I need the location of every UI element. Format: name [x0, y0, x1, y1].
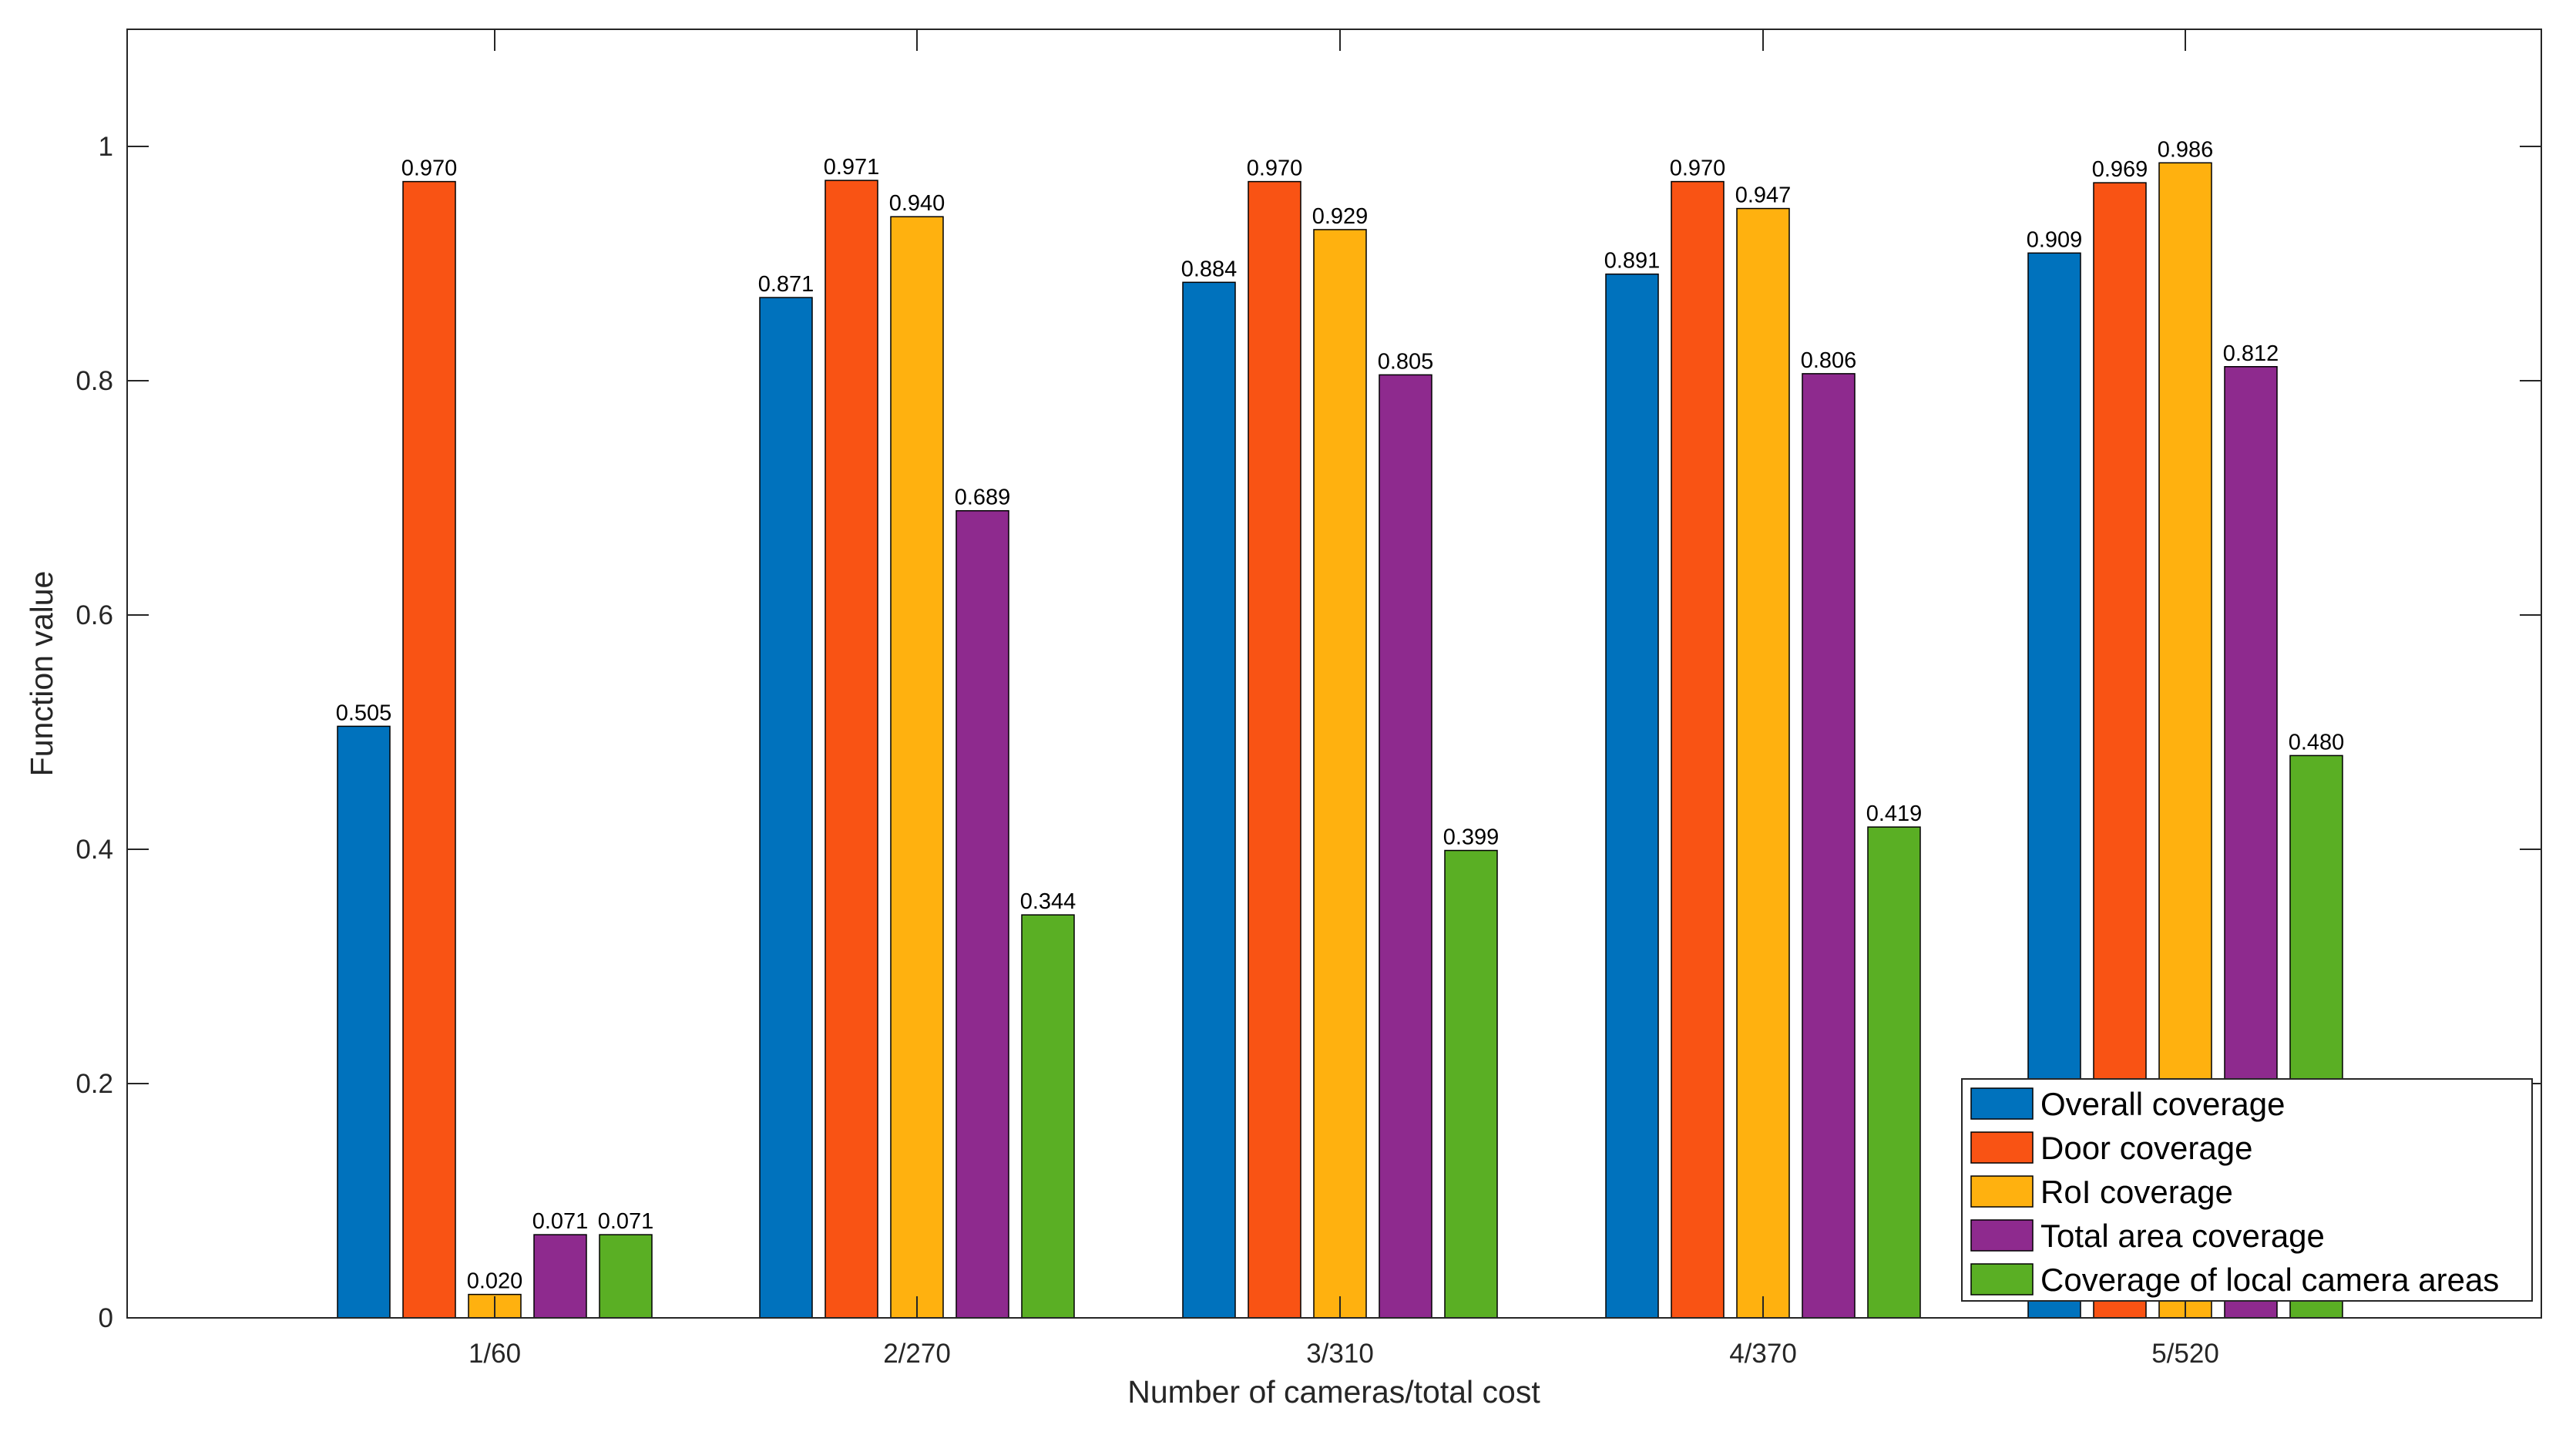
bar-1-1	[825, 180, 878, 1319]
y-tick-label-3: 0.6	[76, 600, 113, 630]
legend-swatch-3	[1970, 1219, 2034, 1252]
data-label-4-2: 0.399	[1443, 825, 1500, 850]
bar-0-2	[1182, 281, 1236, 1319]
y-axis-title: Function value	[24, 571, 59, 777]
legend-swatch-4	[1970, 1263, 2034, 1296]
legend-label-4: Coverage of local camera areas	[2040, 1262, 2499, 1298]
y-tick-label-4: 0.8	[76, 366, 113, 396]
data-label-4-1: 0.344	[1020, 889, 1076, 914]
bar-4-0	[599, 1234, 653, 1319]
bar-3-2	[1379, 374, 1432, 1319]
data-label-2-3: 0.947	[1735, 183, 1792, 208]
data-label-4-0: 0.071	[598, 1209, 654, 1234]
legend-swatch-0	[1970, 1087, 2034, 1120]
data-label-2-0: 0.020	[467, 1269, 523, 1294]
legend-box	[1961, 1078, 2533, 1302]
bar-0-3	[1605, 273, 1659, 1319]
data-label-3-4: 0.812	[2223, 341, 2279, 366]
legend-label-3: Total area coverage	[2040, 1218, 2325, 1254]
data-label-2-4: 0.986	[2158, 137, 2214, 162]
bar-3-3	[1802, 373, 1856, 1319]
legend-swatch-1	[1970, 1131, 2034, 1164]
bar-2-1	[890, 216, 944, 1319]
data-label-1-3: 0.970	[1670, 156, 1726, 181]
bar-3-1	[956, 509, 1009, 1319]
data-label-1-4: 0.969	[2092, 157, 2148, 182]
data-label-2-1: 0.940	[889, 191, 945, 216]
data-label-0-4: 0.909	[2027, 227, 2083, 252]
data-label-1-0: 0.970	[401, 156, 458, 181]
data-label-4-4: 0.480	[2289, 730, 2345, 754]
data-label-3-0: 0.071	[532, 1209, 589, 1234]
y-tick-label-5: 1	[99, 132, 113, 162]
y-tick-label-0: 0	[99, 1303, 113, 1333]
ticks-layer: 0 0.2 0.4 0.6 0.8 1 1/60 2/270 3/310 4/370 5/520	[76, 29, 2541, 1369]
legend-label-0: Overall coverage	[2040, 1086, 2285, 1122]
legend-label-1: Door coverage	[2040, 1130, 2252, 1166]
plot-frame	[126, 29, 2542, 1319]
data-label-1-2: 0.970	[1247, 156, 1303, 181]
bar-3-0	[533, 1234, 587, 1319]
data-label-0-3: 0.891	[1604, 249, 1661, 274]
data-label-1-1: 0.971	[824, 155, 880, 180]
y-tick-label-2: 0.4	[76, 835, 113, 865]
data-label-0-1: 0.871	[758, 272, 814, 297]
bar-1-3	[1671, 180, 1725, 1319]
bar-0-0	[337, 725, 391, 1319]
data-label-3-2: 0.805	[1378, 349, 1434, 374]
x-tick-label-0: 1/60	[469, 1339, 521, 1369]
bar-4-2	[1444, 849, 1498, 1319]
x-tick-label-2: 3/310	[1306, 1339, 1374, 1369]
x-tick-label-3: 4/370	[1729, 1339, 1797, 1369]
bar-2-3	[1736, 207, 1790, 1319]
bar-1-2	[1248, 180, 1301, 1319]
bar-4-1	[1021, 914, 1075, 1319]
x-tick-label-1: 2/270	[883, 1339, 951, 1369]
bar-0-1	[759, 297, 813, 1319]
bar-1-0	[402, 180, 456, 1319]
data-label-0-2: 0.884	[1181, 257, 1238, 281]
data-label-0-0: 0.505	[336, 701, 392, 725]
x-axis-title: Number of cameras/total cost	[1127, 1374, 1540, 1410]
data-label-4-3: 0.419	[1866, 802, 1923, 826]
y-tick-label-1: 0.2	[76, 1069, 113, 1099]
bar-4-3	[1867, 826, 1921, 1319]
legend-label-2: RoI coverage	[2040, 1174, 2233, 1210]
legend-swatch-2	[1970, 1175, 2034, 1208]
data-label-2-2: 0.929	[1312, 204, 1369, 229]
data-labels-layer: 0.505 0.970 0.020 0.071 0.071 0.871 0.971 0.940…	[336, 137, 2345, 1293]
legend: Overall coverage Door coverage RoI coverag…	[1961, 1078, 2533, 1302]
data-label-3-1: 0.689	[955, 486, 1011, 510]
bar-2-2	[1313, 229, 1367, 1319]
data-label-3-3: 0.806	[1801, 348, 1857, 373]
x-tick-label-4: 5/520	[2151, 1339, 2219, 1369]
